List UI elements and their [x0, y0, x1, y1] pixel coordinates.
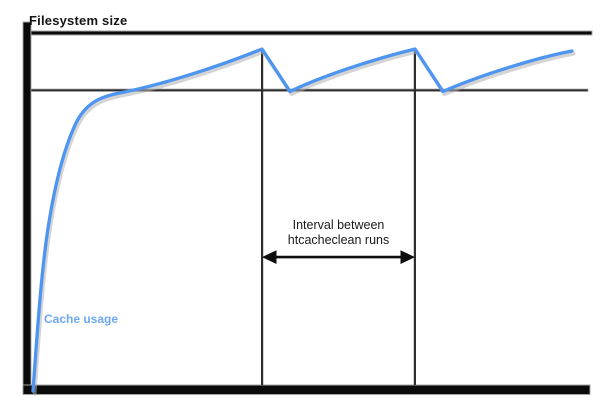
interval-label: Interval between htcacheclean runs	[261, 218, 416, 248]
interval-arrow-head-right-icon	[400, 250, 415, 264]
interval-label-line2: htcacheclean runs	[287, 233, 390, 247]
cleanup-run-line-left	[261, 49, 264, 385]
filesystem-size-line	[30, 30, 593, 36]
cache-limit-line	[30, 88, 589, 92]
cache-usage-curve	[31, 47, 574, 393]
interval-label-line1: Interval between	[292, 218, 385, 232]
interval-arrow-shaft	[273, 255, 403, 259]
cleanup-run-line-right	[413, 49, 416, 385]
cache-usage-curve-shadow	[32, 49, 576, 396]
filesystem-size-label: Filesystem size	[29, 13, 128, 28]
y-axis	[22, 21, 32, 395]
cache-usage-label: Cache usage	[44, 312, 119, 326]
x-axis	[22, 384, 591, 395]
interval-arrow-head-left-icon	[262, 250, 277, 264]
